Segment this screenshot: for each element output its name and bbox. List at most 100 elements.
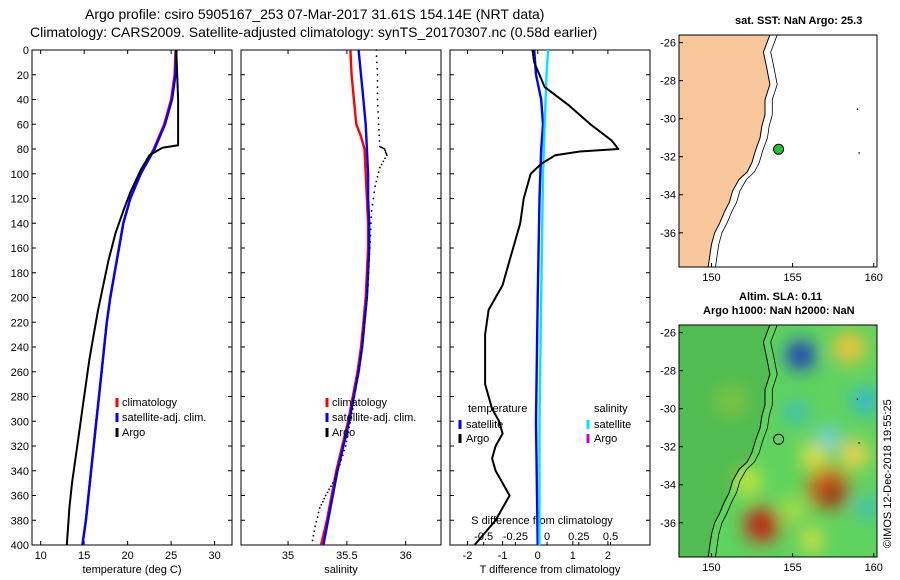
map-x-tick-label: 150 bbox=[702, 562, 720, 574]
argo-salinity-dot bbox=[377, 123, 380, 126]
argo-float-marker bbox=[773, 143, 785, 155]
argo-salinity-dot bbox=[368, 247, 371, 249]
argo-salinity-dot bbox=[357, 370, 359, 373]
argo-salinity-dot bbox=[315, 520, 318, 523]
argo-salinity-dot bbox=[366, 290, 369, 293]
y-tick-label: 60 bbox=[17, 119, 29, 131]
argo-salinity-dot bbox=[326, 491, 329, 494]
sla-anomaly-blob bbox=[800, 528, 824, 552]
coast-layer bbox=[679, 35, 860, 267]
x-tick-label: 0 bbox=[535, 550, 541, 562]
argo-salinity-dot bbox=[378, 128, 380, 131]
series-salinity-satellite bbox=[538, 49, 550, 545]
argo-salinity-dot bbox=[368, 253, 371, 256]
argo-salinity-dot bbox=[337, 468, 339, 471]
sla-anomaly-blob bbox=[833, 331, 866, 364]
argo-salinity-dot bbox=[364, 309, 367, 311]
sst-map-title: sat. SST: NaN Argo: 25.3 bbox=[735, 15, 863, 27]
argo-salinity-dot bbox=[338, 463, 341, 466]
x-tick-label: 20 bbox=[122, 550, 134, 562]
panel-temperature: 0 20 40 60 80 100 120 140 160 180 200 220 240 260 280 3… bbox=[11, 45, 233, 576]
figure-title-line1: Argo profile: csiro 5905167_253 07-Mar-2… bbox=[85, 6, 545, 22]
y-tick-label: 240 bbox=[11, 342, 29, 354]
y-tick-label: 320 bbox=[11, 441, 29, 453]
argo-salinity-dot bbox=[331, 482, 334, 484]
argo-salinity-dot bbox=[356, 377, 359, 379]
map-y-tick-label: -26 bbox=[660, 38, 676, 50]
legend-label: satellite-adj. clim. bbox=[332, 412, 416, 424]
x-tick-label: -2 bbox=[463, 550, 473, 562]
isobath-line bbox=[715, 325, 778, 557]
argo-salinity-dot bbox=[320, 503, 323, 506]
argo-salinity-dot bbox=[313, 530, 316, 532]
series-temperature-satellite bbox=[533, 49, 545, 546]
argo-salinity-dot bbox=[377, 171, 380, 174]
island-dot bbox=[856, 108, 859, 110]
y-tick-label: 20 bbox=[17, 70, 29, 82]
y-tick-label: 260 bbox=[11, 367, 29, 379]
argo-salinity-dot bbox=[333, 477, 336, 480]
series-argo bbox=[473, 49, 620, 546]
argo-salinity-dot bbox=[378, 166, 381, 169]
argo-salinity-dot bbox=[376, 92, 379, 95]
argo-salinity-dot bbox=[382, 160, 385, 163]
x-tick-label: 25 bbox=[165, 550, 177, 562]
map-y-tick-label: -36 bbox=[660, 228, 676, 240]
argo-salinity-dot bbox=[377, 111, 379, 113]
series-satellite-adj-clim- bbox=[81, 49, 178, 546]
map-y-tick-label: -32 bbox=[660, 152, 676, 164]
argo-salinity-dot bbox=[366, 296, 368, 299]
argo-salinity-dot bbox=[376, 73, 379, 76]
argo-salinity-dot bbox=[385, 152, 388, 155]
argo-salinity-dot bbox=[367, 271, 370, 274]
x-tick-label: 2 bbox=[605, 550, 611, 562]
argo-salinity-dot bbox=[373, 191, 376, 194]
legend-label: Argo bbox=[122, 427, 145, 439]
x-tick-label: 35 bbox=[282, 550, 294, 562]
argo-salinity-dot bbox=[375, 55, 378, 58]
legend-label: Argo bbox=[332, 427, 355, 439]
argo-salinity-dot bbox=[376, 175, 379, 178]
map-x-tick-label: 160 bbox=[865, 272, 883, 284]
argo-salinity-dot bbox=[384, 149, 386, 152]
sst-map: 150 155 160 -26 -28 -30 -32 -34 -36 bbox=[660, 34, 883, 284]
argo-salinity-dot bbox=[312, 534, 315, 537]
argo-salinity-dot bbox=[361, 339, 364, 342]
map-y-tick-label: -30 bbox=[660, 114, 676, 126]
sla-anomaly-blob bbox=[818, 481, 845, 508]
y-tick-label: 280 bbox=[11, 392, 29, 404]
argo-salinity-dot bbox=[372, 197, 375, 200]
series-argo bbox=[65, 49, 180, 546]
argo-salinity-dot bbox=[358, 358, 361, 361]
x-axis-label: temperature (deg C) bbox=[82, 564, 181, 576]
map-x-tick-label: 155 bbox=[783, 562, 801, 574]
x-axis-label: salinity bbox=[324, 564, 358, 576]
island-dot bbox=[858, 442, 860, 444]
argo-salinity-dot bbox=[314, 525, 316, 528]
argo-salinity-dot bbox=[377, 117, 380, 119]
argo-salinity-dot bbox=[371, 203, 374, 206]
argo-salinity-dot bbox=[374, 185, 376, 188]
coastline bbox=[707, 325, 771, 557]
map-frame bbox=[678, 324, 878, 558]
map-y-tick-label: -36 bbox=[660, 518, 676, 530]
argo-salinity-dot bbox=[359, 352, 362, 355]
argo-salinity-dot bbox=[330, 485, 332, 488]
map-y-tick-label: -28 bbox=[660, 366, 676, 378]
plot-frame bbox=[240, 49, 442, 546]
argo-salinity-dot bbox=[350, 417, 352, 420]
sla-anomaly-blob bbox=[786, 402, 806, 423]
plot-frame bbox=[31, 49, 233, 546]
argo-salinity-dot bbox=[348, 426, 351, 429]
s-tick-label: -0.25 bbox=[503, 531, 528, 543]
argo-salinity-dot bbox=[376, 104, 379, 107]
argo-salinity-dot bbox=[360, 346, 363, 348]
argo-salinity-dot bbox=[370, 216, 373, 219]
y-tick-label: 380 bbox=[11, 515, 29, 527]
argo-salinity-dot bbox=[344, 445, 347, 447]
argo-salinity-dot bbox=[352, 401, 355, 404]
argo-salinity-dot bbox=[345, 440, 348, 443]
panel-difference: -2 -1 0 1 2 T difference from climatology S di… bbox=[449, 49, 651, 576]
legend-label: satellite bbox=[466, 419, 503, 431]
